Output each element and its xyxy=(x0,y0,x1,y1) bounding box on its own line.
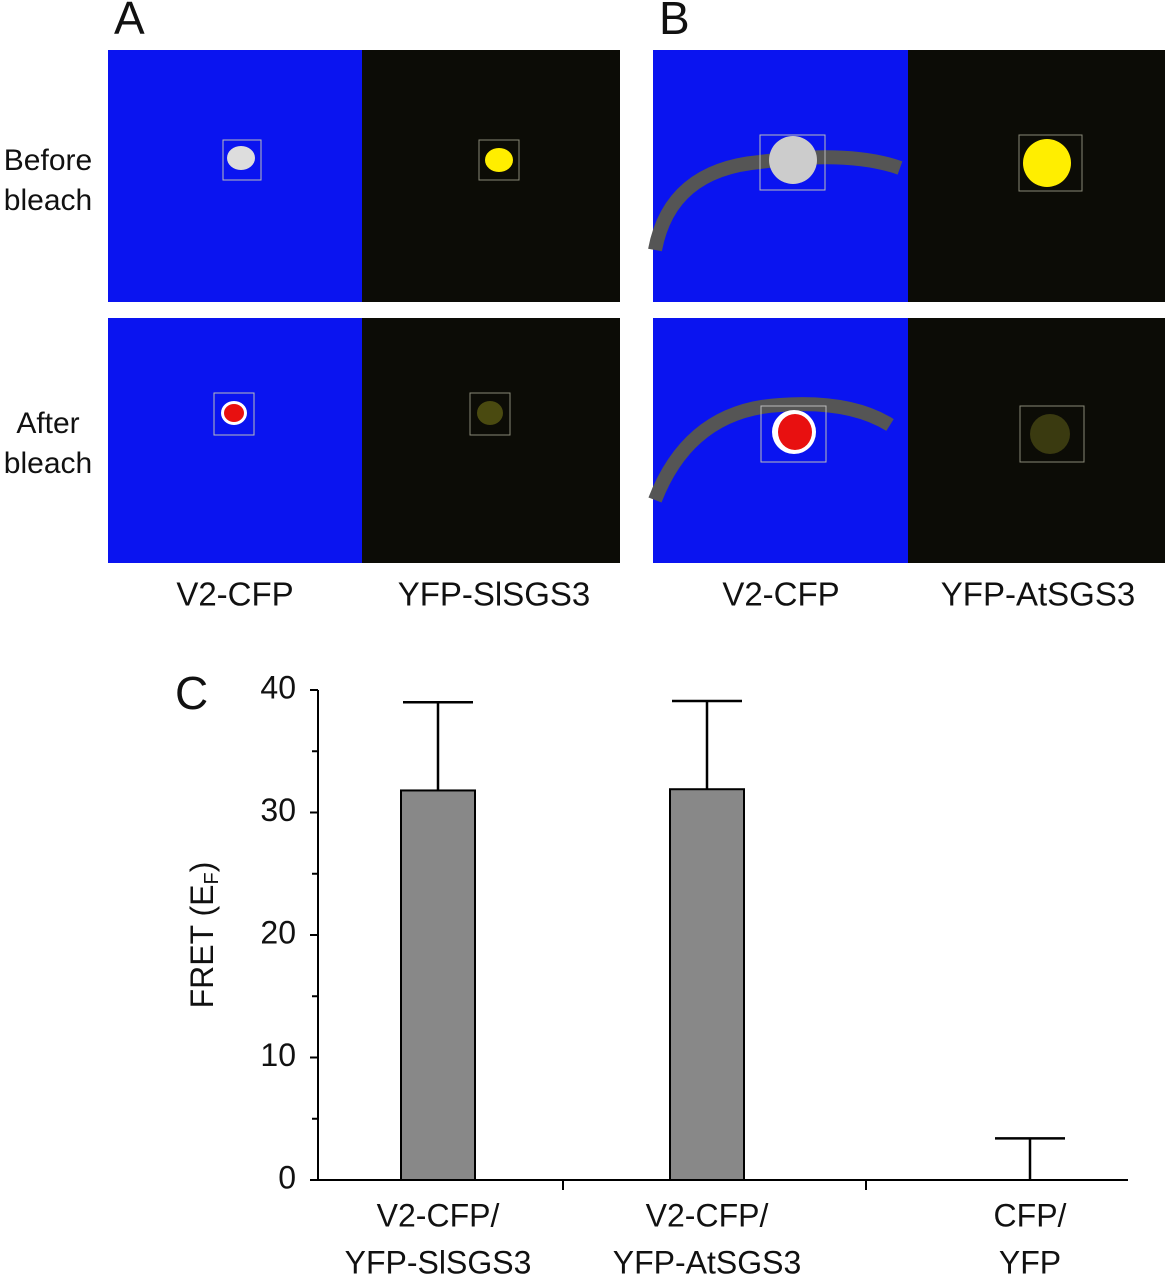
x-tick-label: CFP/ xyxy=(994,1197,1067,1233)
error-bar xyxy=(995,1137,1065,1180)
x-tick-label: V2-CFP/ xyxy=(646,1197,769,1233)
row-label: bleach xyxy=(4,447,92,480)
x-tick-label: YFP-AtSGS3 xyxy=(613,1244,802,1280)
column-label: V2-CFP xyxy=(176,576,293,613)
y-tick-label: 30 xyxy=(260,792,296,828)
y-axis-label-part: F xyxy=(201,872,223,884)
y-tick-label: 10 xyxy=(260,1037,296,1073)
x-tick-label: YFP xyxy=(999,1244,1061,1280)
x-tick-label: V2-CFP/ xyxy=(377,1197,500,1233)
row-label: After xyxy=(16,407,79,440)
microscopy-images xyxy=(108,50,1165,563)
row-label: bleach xyxy=(4,184,92,217)
panel-label: A xyxy=(114,0,145,44)
y-tick-label: 0 xyxy=(278,1159,296,1195)
x-tick-label: YFP-SlSGS3 xyxy=(345,1244,532,1280)
column-label: YFP-SlSGS3 xyxy=(398,576,591,613)
bar xyxy=(669,788,745,1181)
column-label: YFP-AtSGS3 xyxy=(941,576,1135,613)
y-tick-label: 40 xyxy=(260,669,296,705)
y-axis-label-part: FRET (E xyxy=(184,885,220,1009)
error-bar xyxy=(403,701,473,791)
error-bar xyxy=(672,699,742,790)
panel-label: C xyxy=(175,667,208,719)
y-axis-label: FRET (EF) xyxy=(184,862,223,1009)
panel-label: B xyxy=(659,0,690,44)
column-label: V2-CFP xyxy=(722,576,839,613)
row-label: Before xyxy=(4,144,92,177)
y-axis-label-part: ) xyxy=(184,862,220,873)
y-tick-label: 20 xyxy=(260,914,296,950)
bar xyxy=(400,789,476,1181)
